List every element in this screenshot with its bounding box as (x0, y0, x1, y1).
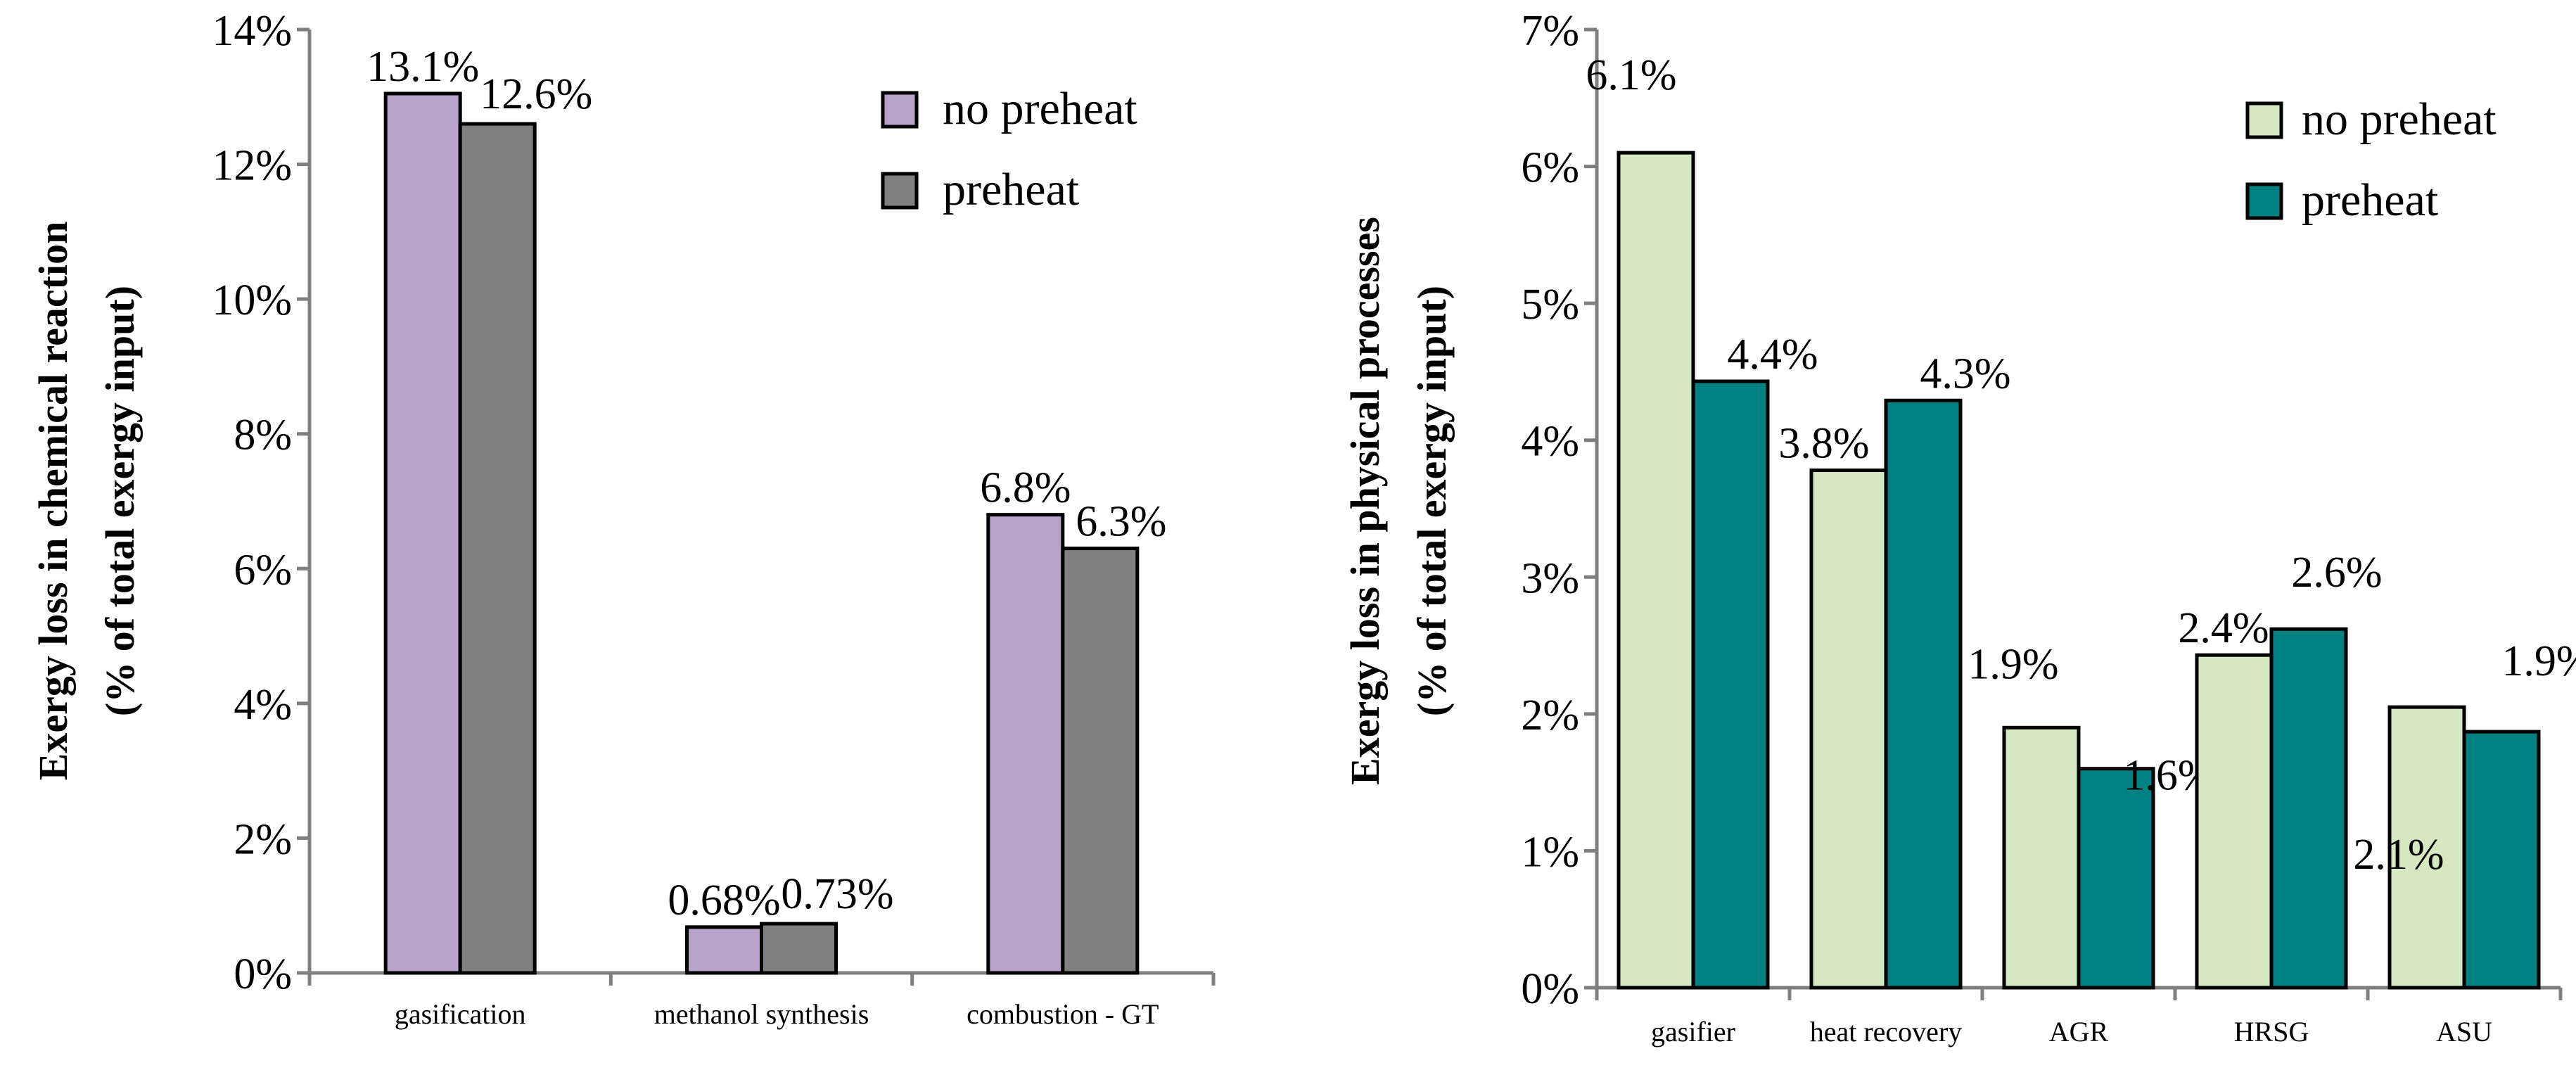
x-tick-label: heat recovery (1810, 1016, 1963, 1047)
x-tick-label: ASU (2436, 1016, 2492, 1047)
bar-preheat-gasification (458, 122, 537, 975)
bar-no-preheat-AGR (2002, 725, 2081, 990)
data-label: 6.1% (1586, 51, 1676, 99)
bar-no-preheat-gasification (383, 91, 462, 975)
bar-no-preheat-gasifier (1617, 151, 1695, 990)
legend: no preheat preheat (881, 83, 1137, 215)
data-label: 4.4% (1727, 331, 1818, 378)
bar-preheat-methanol-synthesis (760, 922, 838, 975)
legend-label: preheat (943, 164, 1079, 215)
x-tick-label: gasification (395, 998, 526, 1030)
y-tick-label: 0% (1521, 965, 1579, 1013)
data-label: 2.1% (2353, 831, 2444, 879)
data-label: 0.73% (781, 870, 893, 918)
data-label: 0.68% (668, 877, 780, 924)
y-tick-label: 14% (212, 7, 292, 55)
data-label: 3.8% (1778, 420, 1869, 468)
x-tick-label: gasifier (1651, 1016, 1735, 1047)
y-tick-label: 12% (212, 142, 292, 190)
chart-chemical-reaction: 0% 2% 4% 6% 8% 10% 12% 14% 13.1%12.6% gasificatio… (30, 7, 1216, 1030)
y-tick-label: 2% (234, 815, 292, 863)
data-label: 4.3% (1920, 350, 2010, 397)
bar-preheat-HRSG (2269, 627, 2348, 990)
bar-no-preheat-HRSG (2195, 653, 2274, 990)
y-tick-label: 6% (1521, 144, 1579, 192)
data-label: 13.1% (366, 43, 479, 91)
bar-no-preheat-heat-recovery (1809, 469, 1888, 990)
y-tick-label: 7% (1521, 7, 1579, 55)
y-tick-label: 4% (1521, 418, 1579, 466)
bar-preheat-AGR (2077, 767, 2155, 990)
legend-swatch (881, 172, 919, 210)
y-tick-label: 5% (1521, 281, 1579, 329)
data-label: 12.6% (480, 70, 592, 118)
bar-preheat-combustion-GT (1061, 547, 1140, 975)
data-label: 1.9% (2501, 637, 2576, 685)
y-axis-title: Exergy loss in chemical reaction (30, 222, 76, 781)
data-label: 2.4% (2178, 604, 2269, 652)
bar-preheat-heat-recovery (1884, 398, 1963, 990)
data-label: 2.6% (2291, 549, 2382, 597)
legend-label: no preheat (2302, 94, 2497, 145)
y-axis-title: (% of total exergy input) (1409, 286, 1455, 716)
legend-swatch (881, 91, 919, 129)
bar-no-preheat-methanol-synthesis (685, 925, 763, 975)
x-tick-label: combustion - GT (967, 998, 1159, 1030)
y-tick-label: 0% (234, 950, 292, 998)
data-label: 6.3% (1076, 498, 1166, 546)
bar-preheat-ASU (2462, 730, 2541, 990)
y-axis-title: (% of total exergy input) (97, 286, 143, 716)
x-tick-label: HRSG (2234, 1016, 2309, 1047)
data-label: 6.8% (980, 464, 1071, 512)
bar-no-preheat-combustion-GT (986, 513, 1065, 975)
y-tick-label: 1% (1521, 828, 1579, 876)
y-tick-label: 3% (1521, 554, 1579, 602)
y-axis-title: Exergy loss in physical processes (1342, 217, 1388, 785)
legend-swatch (2245, 101, 2283, 139)
y-tick-label: 10% (212, 276, 292, 324)
legend-swatch (2245, 182, 2283, 220)
x-tick-label: AGR (2049, 1016, 2109, 1047)
y-tick-label: 8% (234, 412, 292, 459)
legend-label: preheat (2302, 174, 2438, 226)
x-tick-label: methanol synthesis (654, 998, 869, 1030)
legend: no preheat preheat (2245, 94, 2497, 226)
y-tick-label: 6% (234, 546, 292, 594)
chart-physical-processes: 0% 1% 2% 3% 4% 5% 6% 7%6.1% 4.4% gasifier 3.8% 4.3%… (1342, 7, 2576, 1047)
y-tick-label: 2% (1521, 692, 1579, 739)
legend-label: no preheat (943, 83, 1137, 134)
y-tick-label: 4% (234, 681, 292, 729)
data-label: 1.9% (1968, 640, 2058, 688)
bar-preheat-gasifier (1691, 379, 1770, 990)
